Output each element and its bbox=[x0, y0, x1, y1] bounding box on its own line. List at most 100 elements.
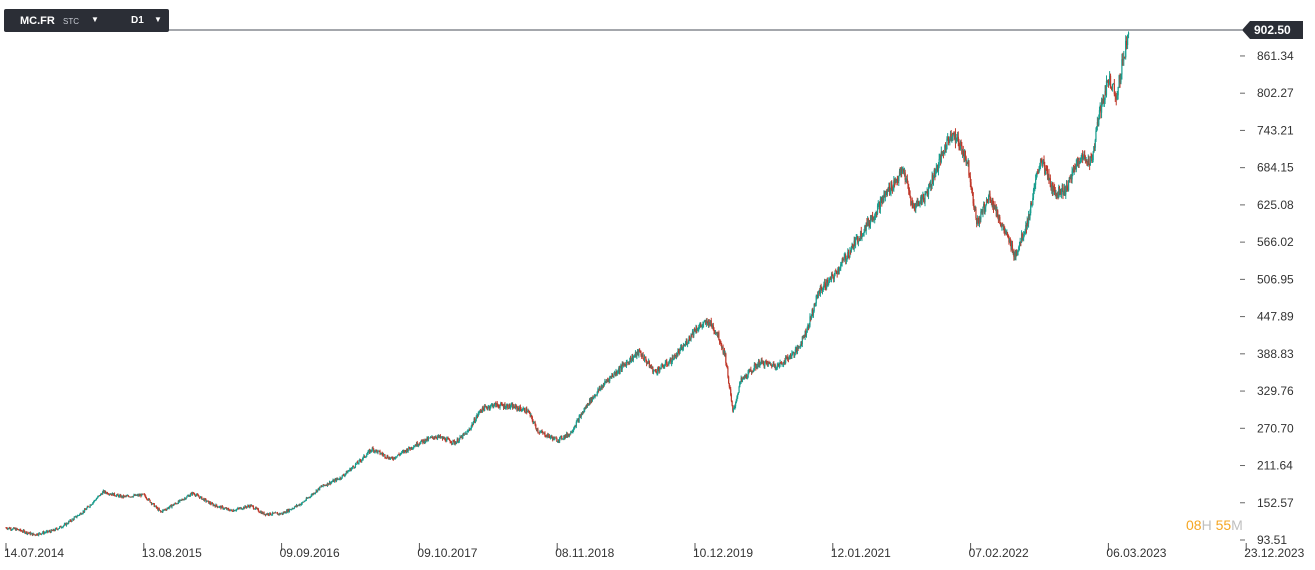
candle-body bbox=[459, 436, 461, 439]
candle-body bbox=[597, 389, 599, 392]
candle-body bbox=[1116, 95, 1118, 100]
candle-body bbox=[434, 437, 436, 439]
candle-body bbox=[650, 365, 652, 367]
candle-body bbox=[1127, 32, 1130, 35]
candle-body bbox=[495, 402, 497, 407]
candle-body bbox=[659, 368, 661, 372]
candle-body bbox=[606, 380, 608, 382]
candle-body bbox=[451, 443, 453, 444]
candle-body bbox=[56, 528, 58, 530]
candle-body bbox=[114, 495, 116, 497]
candle-body bbox=[1063, 193, 1065, 195]
candle-body bbox=[987, 200, 989, 201]
candle-body bbox=[213, 504, 215, 506]
candle-body bbox=[456, 439, 458, 442]
candle-body bbox=[845, 259, 847, 261]
candle-body bbox=[354, 467, 356, 468]
candle-body bbox=[42, 531, 44, 534]
candle-body bbox=[1082, 157, 1084, 160]
candle-body bbox=[568, 433, 570, 437]
candle-body bbox=[403, 450, 405, 453]
candle-body bbox=[103, 490, 105, 493]
candle-body bbox=[150, 502, 153, 505]
candle-body bbox=[125, 495, 127, 497]
candle-body bbox=[879, 202, 881, 210]
candle-body bbox=[663, 366, 665, 369]
candle-body bbox=[994, 204, 996, 210]
candle-body bbox=[598, 389, 600, 391]
candle-body bbox=[935, 168, 937, 171]
candle-body bbox=[192, 492, 194, 494]
candle-body bbox=[474, 420, 477, 423]
candle-body bbox=[712, 325, 714, 328]
candle-body bbox=[271, 514, 273, 516]
candle-body bbox=[883, 194, 885, 201]
candle-body bbox=[547, 434, 550, 438]
candle-body bbox=[440, 437, 442, 438]
candle-body bbox=[645, 357, 647, 361]
candle-body bbox=[76, 516, 78, 518]
candle-body bbox=[1091, 160, 1094, 162]
candle-body bbox=[50, 529, 52, 533]
candle-body bbox=[314, 492, 317, 494]
candle-body bbox=[41, 533, 43, 534]
candle-body bbox=[406, 449, 409, 452]
candle-body bbox=[418, 444, 420, 446]
candle-body bbox=[338, 478, 340, 480]
candle-body bbox=[881, 198, 883, 204]
candle-body bbox=[625, 364, 627, 367]
candle-body bbox=[859, 238, 861, 240]
candle-body bbox=[428, 437, 430, 439]
candle-body bbox=[835, 270, 837, 272]
candle-body bbox=[221, 506, 223, 507]
instrument-type-label[interactable]: STC bbox=[63, 17, 79, 26]
timeframe-label[interactable]: D1 bbox=[131, 15, 144, 26]
candle-body bbox=[858, 238, 860, 242]
candle-body bbox=[513, 405, 515, 408]
candle-body bbox=[457, 439, 459, 443]
candle-body bbox=[93, 500, 95, 502]
candle-body bbox=[796, 348, 798, 353]
candle-body bbox=[390, 457, 392, 458]
candle-body bbox=[797, 347, 799, 349]
candle-body bbox=[945, 149, 947, 150]
candle-body bbox=[171, 505, 173, 508]
candle-body bbox=[852, 244, 854, 246]
candle-body bbox=[617, 371, 619, 373]
candle-body bbox=[194, 493, 196, 496]
candle-body bbox=[507, 404, 509, 409]
candle-body bbox=[6, 527, 8, 529]
symbol-label[interactable]: MC.FR bbox=[20, 15, 55, 27]
countdown-hours: 08 bbox=[1186, 517, 1202, 533]
candle-body bbox=[443, 437, 445, 440]
candle-body bbox=[423, 439, 425, 443]
candle-body bbox=[794, 349, 796, 354]
candle-body bbox=[424, 441, 426, 443]
candle-body bbox=[684, 345, 686, 347]
candle-body bbox=[759, 364, 761, 366]
candle-body bbox=[620, 365, 622, 368]
candle-body bbox=[264, 514, 266, 515]
candle-body bbox=[575, 421, 577, 427]
candle-body bbox=[382, 454, 385, 456]
y-tick-label: 743.21 bbox=[1257, 123, 1294, 137]
candle-body bbox=[716, 333, 718, 334]
candle-body bbox=[964, 150, 966, 158]
candle-body bbox=[637, 350, 639, 356]
candle-body bbox=[753, 370, 755, 372]
chevron-down-icon[interactable]: ▼ bbox=[91, 15, 99, 24]
candle-body bbox=[561, 436, 563, 439]
candle-body bbox=[74, 516, 76, 518]
candle-body bbox=[838, 269, 840, 272]
candle-body bbox=[897, 180, 899, 182]
candle-body bbox=[782, 363, 784, 365]
candle-body bbox=[493, 403, 496, 406]
candle-body bbox=[698, 326, 701, 328]
candle-body bbox=[185, 497, 187, 500]
candle-body bbox=[1108, 79, 1110, 84]
candle-body bbox=[33, 534, 36, 536]
chevron-down-icon[interactable]: ▼ bbox=[154, 15, 162, 24]
candle-body bbox=[349, 468, 351, 471]
candle-body bbox=[718, 340, 721, 343]
